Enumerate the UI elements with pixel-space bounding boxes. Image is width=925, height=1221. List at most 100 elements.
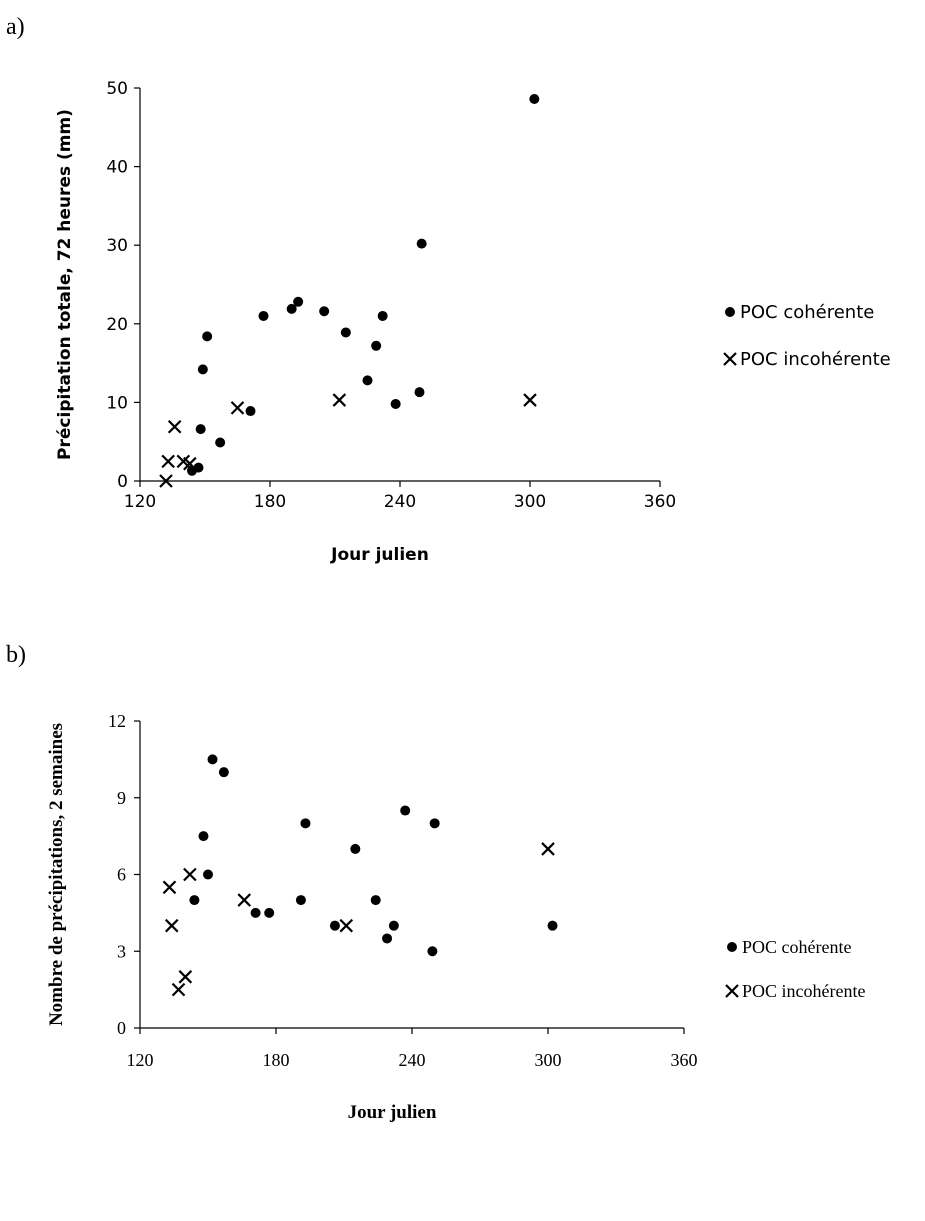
y-tick-label: 20 [106, 315, 128, 335]
data-point [164, 918, 179, 933]
data-point [203, 869, 213, 880]
data-point [245, 406, 256, 417]
data-point [429, 818, 440, 829]
x-tick-label: 240 [399, 1050, 426, 1070]
x-tick-label: 240 [384, 492, 416, 512]
data-point [264, 907, 275, 918]
x-tick-label: 180 [254, 492, 286, 512]
data-point [329, 920, 340, 931]
data-point [202, 331, 213, 342]
cross-stroke [332, 393, 347, 407]
y-tick-label: 6 [117, 865, 126, 885]
x-tick-label: 360 [671, 1050, 698, 1070]
x-tick-label: 120 [127, 1050, 154, 1070]
x-tick-label: 120 [124, 492, 156, 512]
data-point [167, 419, 182, 434]
data-point [207, 754, 218, 765]
data-point [230, 401, 245, 415]
data-point [388, 920, 399, 931]
y-tick-label: 50 [106, 79, 128, 99]
y-tick-label: 10 [106, 393, 128, 413]
cross-stroke [725, 984, 739, 998]
data-point [295, 895, 306, 906]
series-incoherente [159, 393, 537, 488]
series-incoherente [162, 842, 555, 997]
y-tick-label: 9 [117, 788, 126, 808]
data-point [370, 895, 381, 906]
x-tick-label: 300 [535, 1050, 562, 1070]
cross-stroke [167, 419, 182, 434]
data-point [427, 946, 438, 957]
y-tick-label: 0 [117, 1018, 126, 1038]
data-point [171, 982, 186, 997]
x-tick-label: 300 [514, 492, 546, 512]
series-coherente [187, 94, 540, 476]
cross-stroke [178, 970, 193, 984]
data-point [183, 456, 197, 471]
data-point [340, 327, 351, 338]
cross-stroke [723, 352, 737, 366]
cross-stroke [171, 982, 186, 997]
data-point [523, 393, 537, 407]
cross-stroke [339, 918, 354, 933]
y-tick-label: 40 [106, 158, 128, 178]
data-point [258, 310, 269, 321]
y-axis-title: Précipitation totale, 72 heures (mm) [55, 109, 75, 460]
legend-marker [725, 984, 739, 998]
data-point [300, 818, 311, 829]
y-tick-label: 0 [117, 472, 128, 492]
cross-stroke [541, 842, 555, 856]
data-point [237, 893, 252, 907]
series-coherente [189, 754, 558, 957]
data-point [193, 462, 204, 473]
y-tick-label: 3 [117, 941, 126, 961]
cross-stroke [230, 401, 245, 415]
data-point [332, 393, 347, 407]
x-tick-label: 360 [644, 492, 676, 512]
data-point [183, 867, 197, 882]
data-point [250, 907, 261, 918]
data-point [198, 831, 209, 842]
legend-label: POC cohérente [740, 302, 874, 323]
data-point [162, 880, 177, 895]
data-point [414, 387, 425, 398]
panel-label-b: b) [6, 642, 26, 668]
cross-stroke [183, 456, 197, 471]
legend-marker [723, 352, 737, 366]
data-point [339, 918, 354, 933]
x-tick-label: 180 [263, 1050, 290, 1070]
data-point [362, 375, 373, 386]
legend-label: POC cohérente [742, 937, 851, 957]
chart-a: 120 180 240 300 360 0 10 20 30 40 50 Jour julien Pré… [55, 79, 891, 565]
y-axis-title: Nombre de précipitations, 2 semaines [46, 723, 67, 1026]
y-tick-label: 30 [106, 236, 128, 256]
data-point [189, 895, 200, 906]
data-point [529, 94, 540, 105]
x-axis-title: Jour julien [348, 1102, 437, 1123]
legend-marker [725, 307, 735, 317]
cross-stroke [237, 893, 252, 907]
cross-stroke [176, 454, 191, 469]
data-point [293, 296, 304, 307]
data-point [350, 843, 361, 854]
data-point [319, 306, 330, 317]
y-tick-label: 12 [108, 711, 126, 731]
data-point [159, 474, 173, 488]
data-point [371, 340, 382, 351]
data-point [377, 310, 388, 321]
data-point [416, 238, 427, 249]
data-point [197, 364, 208, 375]
data-point [218, 767, 229, 778]
legend-label: POC incohérente [740, 349, 891, 370]
data-point [178, 970, 193, 984]
cross-stroke [159, 474, 173, 488]
cross-stroke [162, 880, 177, 895]
cross-stroke [183, 867, 197, 882]
data-point [400, 805, 411, 816]
data-point [195, 424, 206, 435]
data-point [382, 933, 393, 944]
data-point [286, 303, 297, 314]
data-point [390, 398, 401, 409]
data-point [215, 437, 226, 448]
